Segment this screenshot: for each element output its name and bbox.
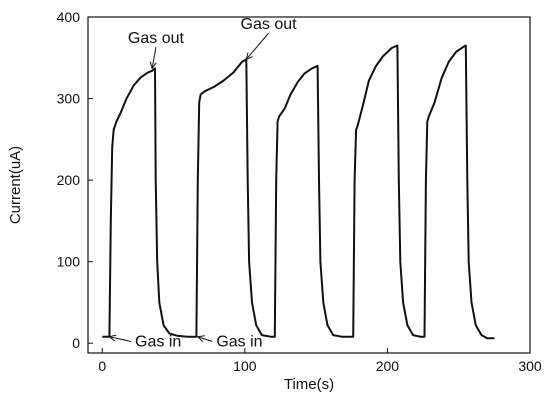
annotation-arrowhead bbox=[108, 334, 117, 342]
annotation-arrowhead bbox=[196, 335, 205, 342]
y-tick-label: 400 bbox=[57, 9, 81, 25]
ticks bbox=[88, 16, 531, 353]
y-tick-label: 0 bbox=[72, 335, 80, 351]
tick-labels: 0 100 200 300 0 100 200 300 400 bbox=[57, 9, 542, 374]
y-tick-label: 200 bbox=[57, 172, 81, 188]
annotation-arrowhead bbox=[149, 61, 157, 70]
annotation-arrowhead bbox=[245, 52, 253, 61]
annotation-label: Gas in bbox=[216, 333, 262, 350]
x-axis-title: Time(s) bbox=[284, 376, 334, 393]
annotation-label: Gas out bbox=[128, 30, 185, 47]
x-tick-label: 0 bbox=[98, 358, 106, 374]
y-tick-label: 300 bbox=[57, 91, 81, 107]
y-tick-label: 100 bbox=[57, 254, 81, 270]
current-series-line bbox=[102, 44, 495, 340]
annotation-arrow bbox=[245, 32, 269, 60]
plot-frame bbox=[87, 16, 531, 354]
y-axis-title: Current(uA) bbox=[7, 146, 24, 224]
x-tick-label: 100 bbox=[233, 358, 257, 374]
x-tick-label: 300 bbox=[518, 358, 542, 374]
x-tick-label: 200 bbox=[376, 358, 400, 374]
annotation-arrow bbox=[109, 336, 132, 342]
annotation-label: Gas out bbox=[241, 16, 298, 33]
annotation-arrow bbox=[197, 336, 213, 342]
annotation-label: Gas in bbox=[135, 333, 181, 350]
annotation-arrow bbox=[151, 47, 157, 69]
annotations: Gas out Gas out Gas in Gas in bbox=[108, 16, 298, 350]
